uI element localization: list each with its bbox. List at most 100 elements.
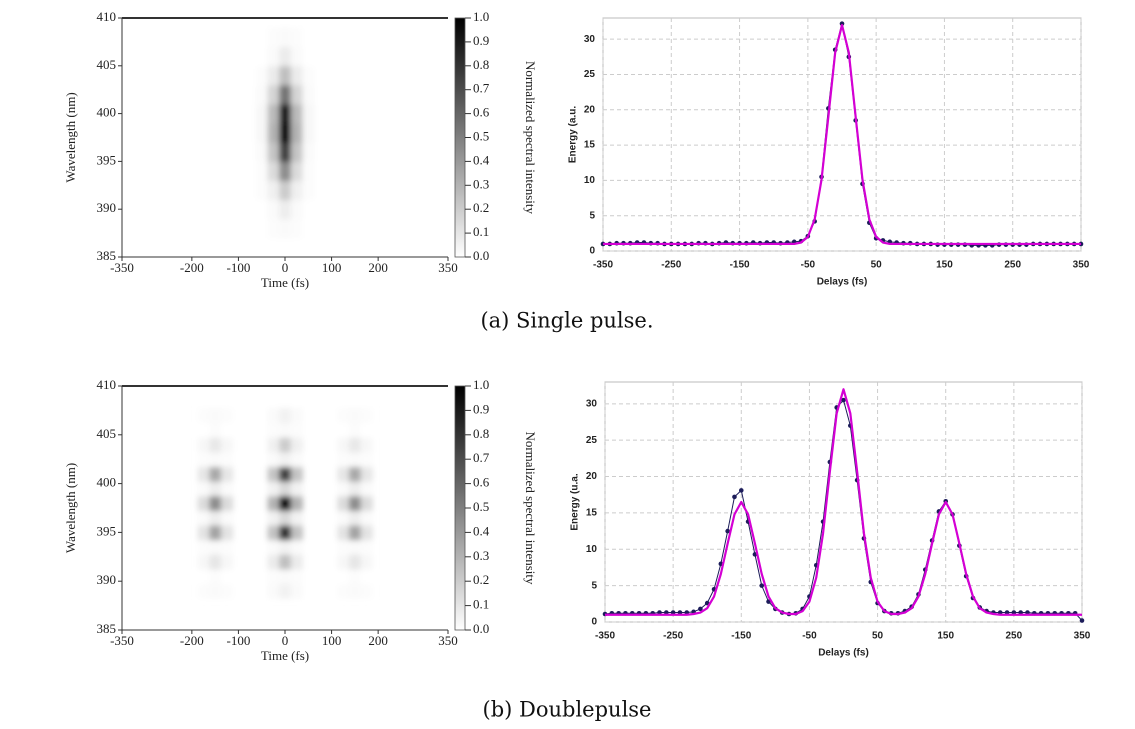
heatmap-cell xyxy=(267,451,280,468)
heatmap-cell xyxy=(349,407,362,424)
heatmap-cell xyxy=(267,407,280,424)
heatmap-cell xyxy=(267,180,280,201)
y-tick-label: 410 xyxy=(97,9,117,24)
fit-line xyxy=(605,388,1082,616)
heatmap-cell xyxy=(220,539,234,555)
heatmap-cell xyxy=(279,123,292,143)
heatmap-cell xyxy=(267,539,280,555)
y-tick-label: 30 xyxy=(584,34,596,45)
heatmap-cell xyxy=(255,180,269,201)
data-point xyxy=(698,606,703,612)
colorbar-tick-label: 0.3 xyxy=(473,176,489,191)
data-point xyxy=(732,494,737,500)
y-tick-label: 395 xyxy=(97,523,117,538)
x-tick-label: 100 xyxy=(322,633,342,648)
colorbar-tick-label: 0.9 xyxy=(473,401,489,416)
heatmap-cell xyxy=(255,84,269,105)
heatmap-cell xyxy=(290,525,303,541)
heatmap-cell xyxy=(302,46,315,67)
x-tick-label: 250 xyxy=(1004,260,1021,271)
heatmap-cell xyxy=(290,569,303,585)
heatmap-cell xyxy=(255,123,269,143)
heatmap-cell xyxy=(302,142,315,162)
heatmap-cell xyxy=(279,525,292,541)
heatmap-cell xyxy=(197,481,210,497)
heatmap-cell xyxy=(255,65,269,86)
heatmap-cell xyxy=(337,539,350,555)
heatmap-cell xyxy=(360,466,373,482)
heatmap-cell xyxy=(279,142,292,162)
colorbar-tick-label: 1.0 xyxy=(473,9,489,24)
heatmap-cell xyxy=(302,27,315,48)
y-tick-label: 5 xyxy=(589,210,595,221)
heatmap-cell xyxy=(349,466,362,482)
heatmap-cell xyxy=(349,495,362,511)
heatmap-cell xyxy=(290,104,303,124)
y-tick-label: 410 xyxy=(97,377,117,392)
data-point xyxy=(725,528,730,534)
x-tick-label: 150 xyxy=(936,260,953,271)
heatmap-cell xyxy=(255,27,269,48)
heatmap-cell xyxy=(267,495,280,511)
heatmap-cell xyxy=(290,466,303,482)
heatmap-cell xyxy=(360,525,373,541)
heatmap-cell xyxy=(267,46,280,67)
heatmap-cell xyxy=(360,481,373,497)
data-line xyxy=(603,23,1081,246)
heatmap-cell xyxy=(337,481,350,497)
heatmap-cell xyxy=(360,539,373,555)
colorbar xyxy=(454,17,466,258)
heatmap-cell xyxy=(290,510,303,526)
heatmap xyxy=(197,407,373,599)
y-axis-label: Energy (a.u. xyxy=(568,106,579,163)
x-tick-label: 50 xyxy=(871,260,883,271)
heatmap-cell xyxy=(267,104,280,124)
x-tick-label: 350 xyxy=(1074,631,1091,642)
x-axis-label: Time (fs) xyxy=(261,648,309,663)
heatmap-cell xyxy=(349,422,362,438)
heatmap-cell xyxy=(349,554,362,570)
heatmap-cell xyxy=(220,407,234,424)
heatmap-cell xyxy=(290,46,303,67)
heatmap-cell xyxy=(279,218,292,239)
x-tick-label: -200 xyxy=(180,633,204,648)
x-tick-label: -350 xyxy=(110,260,134,275)
heatmap-cell xyxy=(279,46,292,67)
heatmap-cell xyxy=(267,583,280,599)
heatmap-cell xyxy=(197,495,210,511)
heatmap-cell xyxy=(209,451,222,468)
heatmap-cell xyxy=(255,161,269,182)
x-tick-label: 0 xyxy=(282,633,289,648)
x-tick-label: 350 xyxy=(438,633,458,648)
heatmap-cell xyxy=(290,161,303,182)
x-tick-label: 50 xyxy=(872,631,884,642)
data-line xyxy=(604,399,1083,621)
heatmap-cell xyxy=(337,569,350,585)
heatmap-cell xyxy=(197,583,210,599)
heatmap-cell xyxy=(337,422,350,438)
heatmap-cell xyxy=(360,554,373,570)
heatmap-cell xyxy=(279,407,292,424)
y-axis-label: Energy (u.a. xyxy=(570,473,581,530)
heatmap-cell xyxy=(279,495,292,511)
colorbar-tick-label: 0.3 xyxy=(473,548,489,563)
colorbar-label: Normalized spectral intensity xyxy=(523,431,538,585)
heatmap-cell xyxy=(220,495,234,511)
heatmap-cell xyxy=(255,199,269,220)
heatmap-cell xyxy=(337,451,350,468)
heatmap-cell xyxy=(360,583,373,599)
data-point xyxy=(839,21,845,26)
x-tick-label: -350 xyxy=(593,260,613,271)
heatmap-cell xyxy=(209,554,222,570)
heatmap-cell xyxy=(220,554,234,570)
heatmap-cells xyxy=(197,407,373,599)
colorbar-tick-label: 0.5 xyxy=(473,128,489,143)
heatmap-cell xyxy=(360,407,373,424)
y-tick-label: 390 xyxy=(97,200,117,215)
heatmap-cell xyxy=(209,466,222,482)
x-tick-label: -250 xyxy=(663,631,683,642)
caption: (b) Doublepulse xyxy=(483,698,652,722)
heatmap-cell xyxy=(279,104,292,124)
heatmap-cell xyxy=(267,142,280,162)
colorbar-tick-label: 0.2 xyxy=(473,200,489,215)
